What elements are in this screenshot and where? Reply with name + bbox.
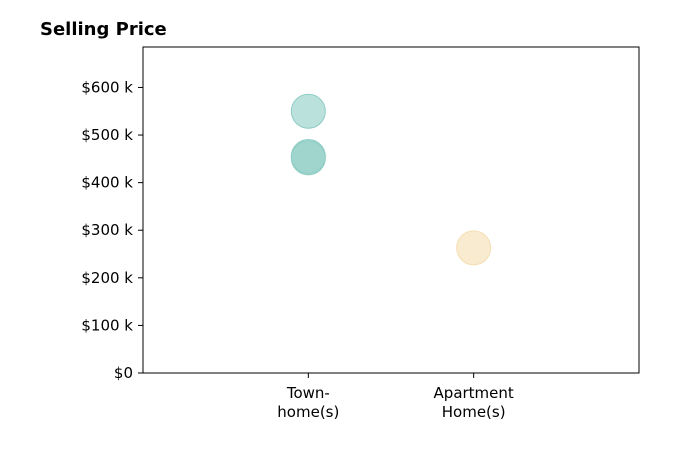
y-tick-label: $600 k — [81, 78, 133, 96]
x-tick-label-line: home(s) — [277, 403, 339, 421]
y-tick-label: $300 k — [81, 221, 133, 239]
x-tick-label: Apartment Home(s) — [434, 384, 514, 421]
plot-area: $0 $100 k $200 k $300 k $400 k $500 k $600 k To… — [81, 46, 640, 421]
y-tick-label: $400 k — [81, 174, 133, 192]
plot-frame — [142, 46, 640, 374]
x-tick-label-line: Town- — [286, 384, 330, 402]
data-point — [456, 230, 492, 266]
y-tick-label: $500 k — [81, 126, 133, 144]
x-tick-label: Town-home(s) — [277, 384, 339, 421]
y-tick-label: $0 — [114, 364, 133, 382]
x-tick-label-line: Apartment — [434, 384, 514, 402]
data-point — [290, 93, 326, 129]
chart-title: Selling Price — [40, 19, 167, 40]
y-tick-label: $100 k — [81, 316, 133, 334]
y-tick-label: $200 k — [81, 269, 133, 287]
data-point — [290, 140, 326, 176]
x-tick-label-line: Home(s) — [442, 403, 506, 421]
